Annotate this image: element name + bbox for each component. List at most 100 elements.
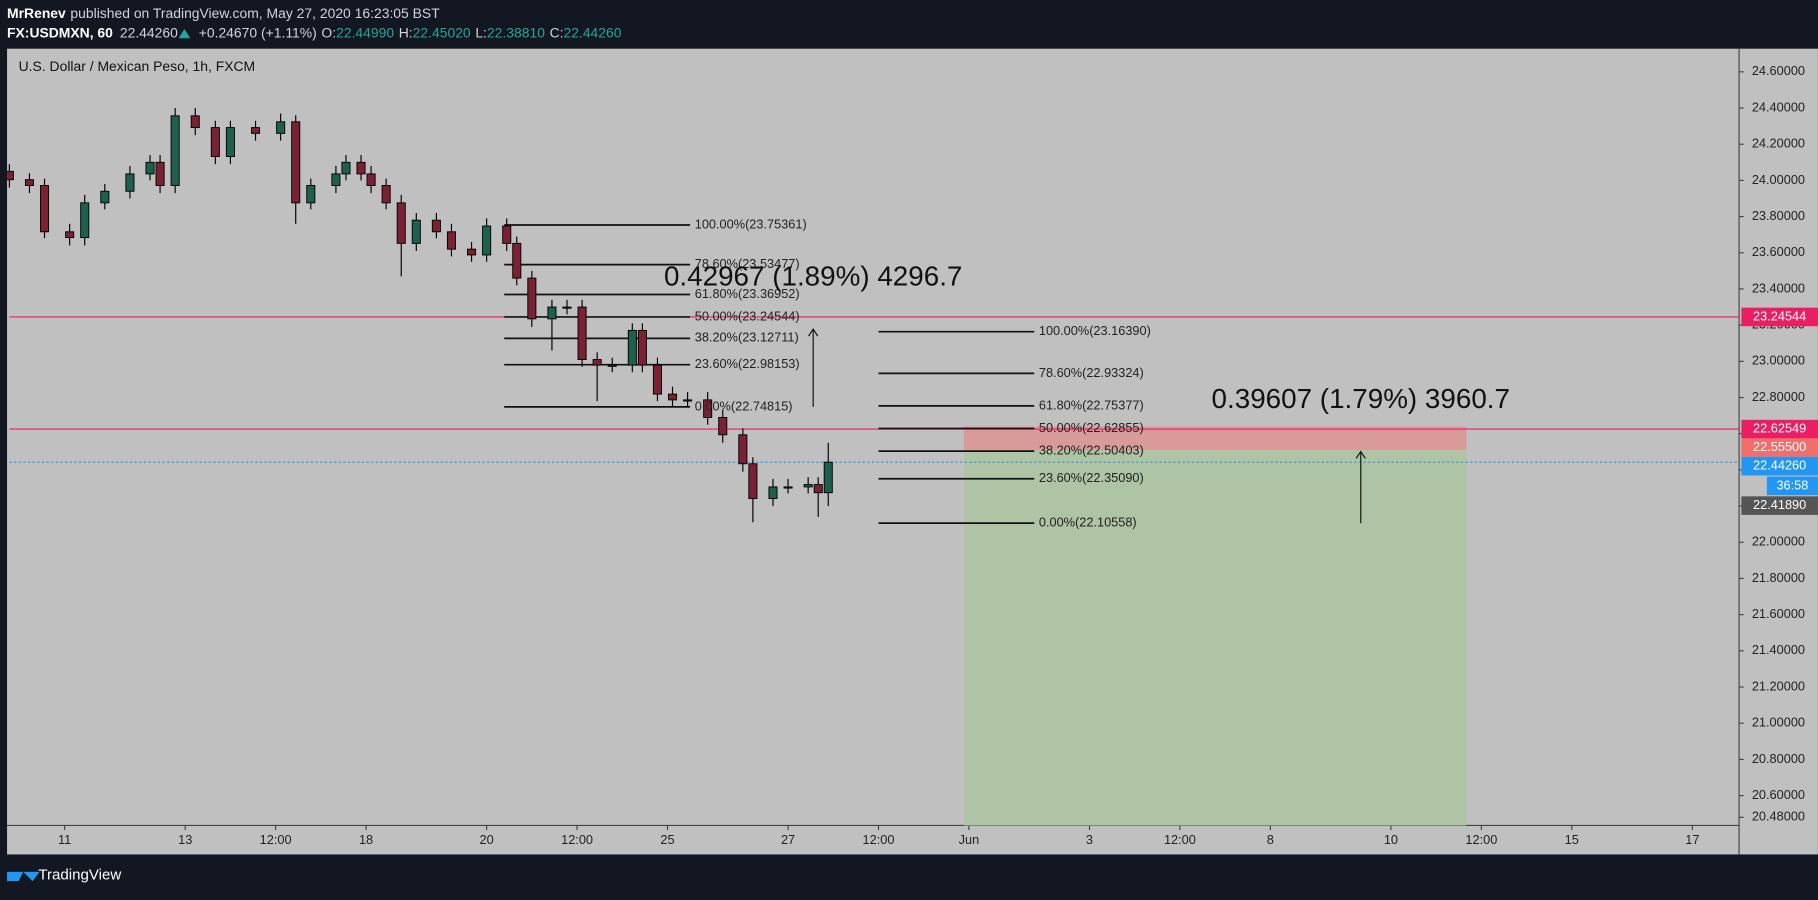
x-tick-label: Jun: [959, 832, 980, 847]
x-tick-label: 12:00: [863, 832, 895, 847]
candle-body: [210, 127, 220, 157]
target-zone: [963, 450, 1467, 826]
y-tick-label: 21.40000: [1752, 642, 1805, 657]
price-label: 22.62549: [1753, 420, 1806, 435]
fib-label: 61.80%(23.36952): [695, 286, 800, 301]
fib-label: 50.00%(22.62855): [1039, 420, 1144, 435]
candle-body: [341, 161, 351, 175]
candle-body: [652, 364, 662, 395]
x-tick-label: 12:00: [561, 832, 593, 847]
candle-body: [577, 306, 587, 360]
candle-body: [607, 364, 617, 367]
published: published on TradingView.com, May 27, 20…: [70, 5, 440, 21]
candle-body: [627, 329, 637, 366]
candle-body: [738, 434, 748, 465]
fib-label: 23.60%(22.35090): [1039, 470, 1144, 485]
footer-brand: TradingView: [38, 866, 121, 883]
fib-label: 0.00%(22.74815): [695, 398, 793, 413]
up-arrow-icon: [178, 28, 191, 39]
candle-body: [396, 202, 406, 244]
candle-body: [7, 170, 14, 181]
price-label: 22.41890: [1753, 497, 1806, 512]
y-tick-label: 24.20000: [1752, 136, 1805, 151]
candle-body: [562, 306, 572, 309]
x-tick-label: 12:00: [1465, 832, 1497, 847]
x-tick-label: 25: [660, 832, 674, 847]
candle-body: [803, 484, 813, 488]
price-label-box: [1741, 438, 1818, 457]
fib-label: 100.00%(23.16390): [1039, 323, 1151, 338]
x-tick-label: 8: [1267, 832, 1274, 847]
candle-body: [125, 173, 135, 192]
measure-arrowhead: [808, 328, 819, 337]
candle-body: [170, 115, 180, 186]
price-label-box: [1741, 419, 1818, 439]
candle-body: [145, 161, 155, 175]
y-tick-label: 21.60000: [1752, 606, 1805, 621]
x-tick-label: 3: [1086, 832, 1093, 847]
open: 22.44990: [336, 24, 394, 40]
chart-title: U.S. Dollar / Mexican Peso, 1h, FXCM: [19, 58, 255, 74]
candle-body: [356, 161, 366, 175]
candle-body: [276, 121, 286, 134]
candle-body: [411, 219, 421, 244]
x-tick-label: 20: [480, 832, 494, 847]
candle-body: [748, 463, 758, 499]
logo-icon: [7, 871, 40, 882]
c-label: C:: [550, 24, 564, 40]
fib-label: 61.80%(22.75377): [1039, 397, 1144, 412]
y-tick-label: 20.80000: [1752, 751, 1805, 766]
candle-body: [467, 248, 477, 256]
countdown: 36:58: [1776, 477, 1808, 492]
fib-label: 78.60%(23.53477): [695, 256, 800, 271]
candle-body: [768, 486, 778, 499]
o-label: O:: [321, 24, 336, 40]
fib-label: 100.00%(23.75361): [695, 216, 807, 231]
symbol: FX:USDMXN, 60: [7, 24, 113, 40]
x-tick-label: 10: [1384, 832, 1398, 847]
countdown-box: [1766, 476, 1818, 496]
y-tick-label: 20.60000: [1752, 787, 1805, 802]
y-tick-label: 24.40000: [1752, 99, 1805, 114]
high: 22.45020: [413, 24, 471, 40]
candle-body: [100, 190, 110, 204]
low: 22.38810: [487, 24, 545, 40]
x-tick-label: 15: [1565, 832, 1579, 847]
x-tick-label: 27: [781, 832, 795, 847]
candle-body: [512, 242, 522, 279]
candle-body: [24, 179, 34, 186]
symbol-line: FX:USDMXN, 60 22.44260 +0.24670 (+1.11%) O:…: [7, 24, 622, 40]
candle-body: [637, 329, 647, 366]
h-label: H:: [399, 24, 413, 40]
y-tick-label: 21.20000: [1752, 678, 1805, 693]
candle-body: [446, 231, 456, 250]
price-label: 23.24544: [1753, 308, 1806, 323]
fib-label: 23.60%(22.98153): [695, 356, 800, 371]
y-tick-label: 23.80000: [1752, 208, 1805, 223]
measure-label: 0.39607 (1.79%) 3960.7: [1212, 383, 1510, 414]
fib-label: 38.20%(23.12711): [695, 330, 799, 345]
candle-body: [527, 277, 537, 320]
y-tick-label: 22.00000: [1752, 534, 1805, 549]
header-line: MrRenev published on TradingView.com, May…: [7, 5, 440, 21]
y-tick-label: 21.80000: [1752, 570, 1805, 585]
candle-body: [40, 185, 50, 233]
y-tick-label: 22.80000: [1752, 389, 1805, 404]
fib-label: 50.00%(23.24544): [695, 308, 800, 323]
fib-label: 78.60%(22.93324): [1039, 365, 1144, 380]
fib-label: 38.20%(22.50403): [1039, 442, 1144, 457]
x-tick-label: 12:00: [1164, 832, 1196, 847]
y-tick-label: 20.48000: [1752, 809, 1805, 824]
candle-body: [813, 484, 823, 494]
candle-body: [251, 127, 261, 134]
measure-label: 0.42967 (1.89%) 4296.7: [664, 261, 962, 292]
overlay: 24.60000 24.40000 24.20000 24.00000 23.80000…: [58, 63, 1818, 847]
candle-body: [718, 416, 728, 436]
y-tick-label: 24.00000: [1752, 172, 1805, 187]
y-tick-label: 24.60000: [1752, 63, 1805, 78]
price-label-box: [1741, 307, 1818, 327]
stop-zone: [963, 426, 1467, 451]
close: 22.44260: [563, 24, 621, 40]
price-label: 22.44260: [1753, 458, 1806, 473]
